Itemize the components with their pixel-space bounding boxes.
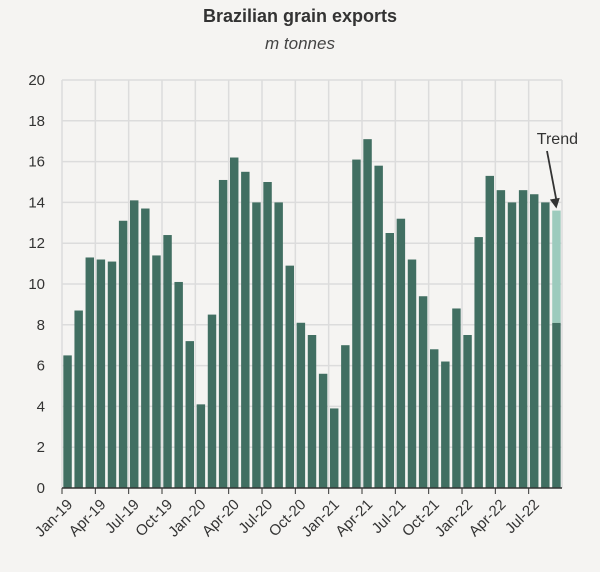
x-tick-label: Apr-20: [199, 496, 243, 540]
chart-title: Brazilian grain exports: [202, 6, 398, 26]
bar: [441, 361, 450, 488]
trend-arrow-head: [549, 197, 560, 209]
x-tick-label: Jan-20: [165, 496, 209, 540]
bar: [274, 202, 283, 488]
x-tick-label: Jul-22: [502, 496, 543, 537]
bar: [196, 404, 206, 488]
bar: [530, 194, 539, 489]
bar: [352, 159, 361, 488]
bar: [474, 237, 483, 488]
bar: [318, 373, 328, 488]
y-tick-label: 8: [37, 317, 45, 334]
bar: [96, 259, 106, 488]
bar: [185, 341, 194, 488]
bar: [63, 355, 72, 488]
bar: [496, 190, 506, 488]
bar: [541, 202, 550, 488]
x-tick-label: Jan-22: [432, 496, 476, 540]
bar: [374, 165, 383, 488]
bar: [430, 349, 439, 488]
bar: [452, 308, 461, 488]
y-tick-label: 0: [37, 480, 45, 497]
bar-series: [63, 139, 561, 489]
bar: [363, 139, 372, 488]
annotation: Trend: [537, 131, 578, 209]
bar: [552, 322, 561, 488]
bar: [296, 322, 306, 488]
bar: [107, 261, 117, 488]
chart-subtitle: m tonnes: [265, 34, 335, 53]
bar: [341, 345, 350, 488]
x-tick-label: Apr-21: [332, 496, 376, 540]
y-tick-label: 18: [28, 113, 45, 130]
bar: [130, 200, 139, 489]
bar: [307, 335, 317, 488]
bar: [152, 255, 161, 488]
bar: [330, 408, 339, 488]
bar: [207, 314, 217, 488]
bar: [174, 281, 183, 488]
y-tick-label: 14: [28, 194, 45, 211]
y-tick-label: 16: [28, 154, 45, 171]
bar: [230, 157, 239, 488]
y-tick-label: 4: [37, 398, 45, 415]
bar: [407, 259, 417, 488]
trend-arrow-line: [546, 150, 558, 201]
bar: [163, 235, 172, 488]
bar: [396, 218, 406, 488]
trend-bar: [552, 210, 561, 323]
bar: [241, 171, 250, 489]
trend-annotation-label: Trend: [537, 131, 578, 148]
bar: [85, 257, 94, 488]
bar: [518, 190, 528, 488]
y-tick-label: 12: [28, 235, 45, 252]
x-tick-label: Jan-21: [298, 496, 342, 540]
bar: [463, 335, 472, 488]
x-tick-label: Apr-22: [466, 496, 510, 540]
bar: [74, 310, 83, 488]
y-tick-label: 20: [28, 72, 45, 89]
y-tick-label: 10: [28, 276, 45, 293]
bar: [118, 220, 128, 488]
bar: [418, 296, 428, 488]
bar: [141, 208, 150, 488]
x-tick-label: Jan-19: [32, 496, 76, 540]
y-tick-label: 6: [37, 358, 45, 375]
bar: [485, 175, 494, 488]
bar: [252, 202, 261, 488]
bar: [285, 265, 294, 488]
bar: [263, 182, 272, 488]
y-tick-label: 2: [37, 439, 45, 456]
bar: [218, 179, 228, 488]
x-tick-label: Apr-19: [66, 496, 110, 540]
bar: [507, 202, 517, 488]
bar: [385, 233, 394, 488]
